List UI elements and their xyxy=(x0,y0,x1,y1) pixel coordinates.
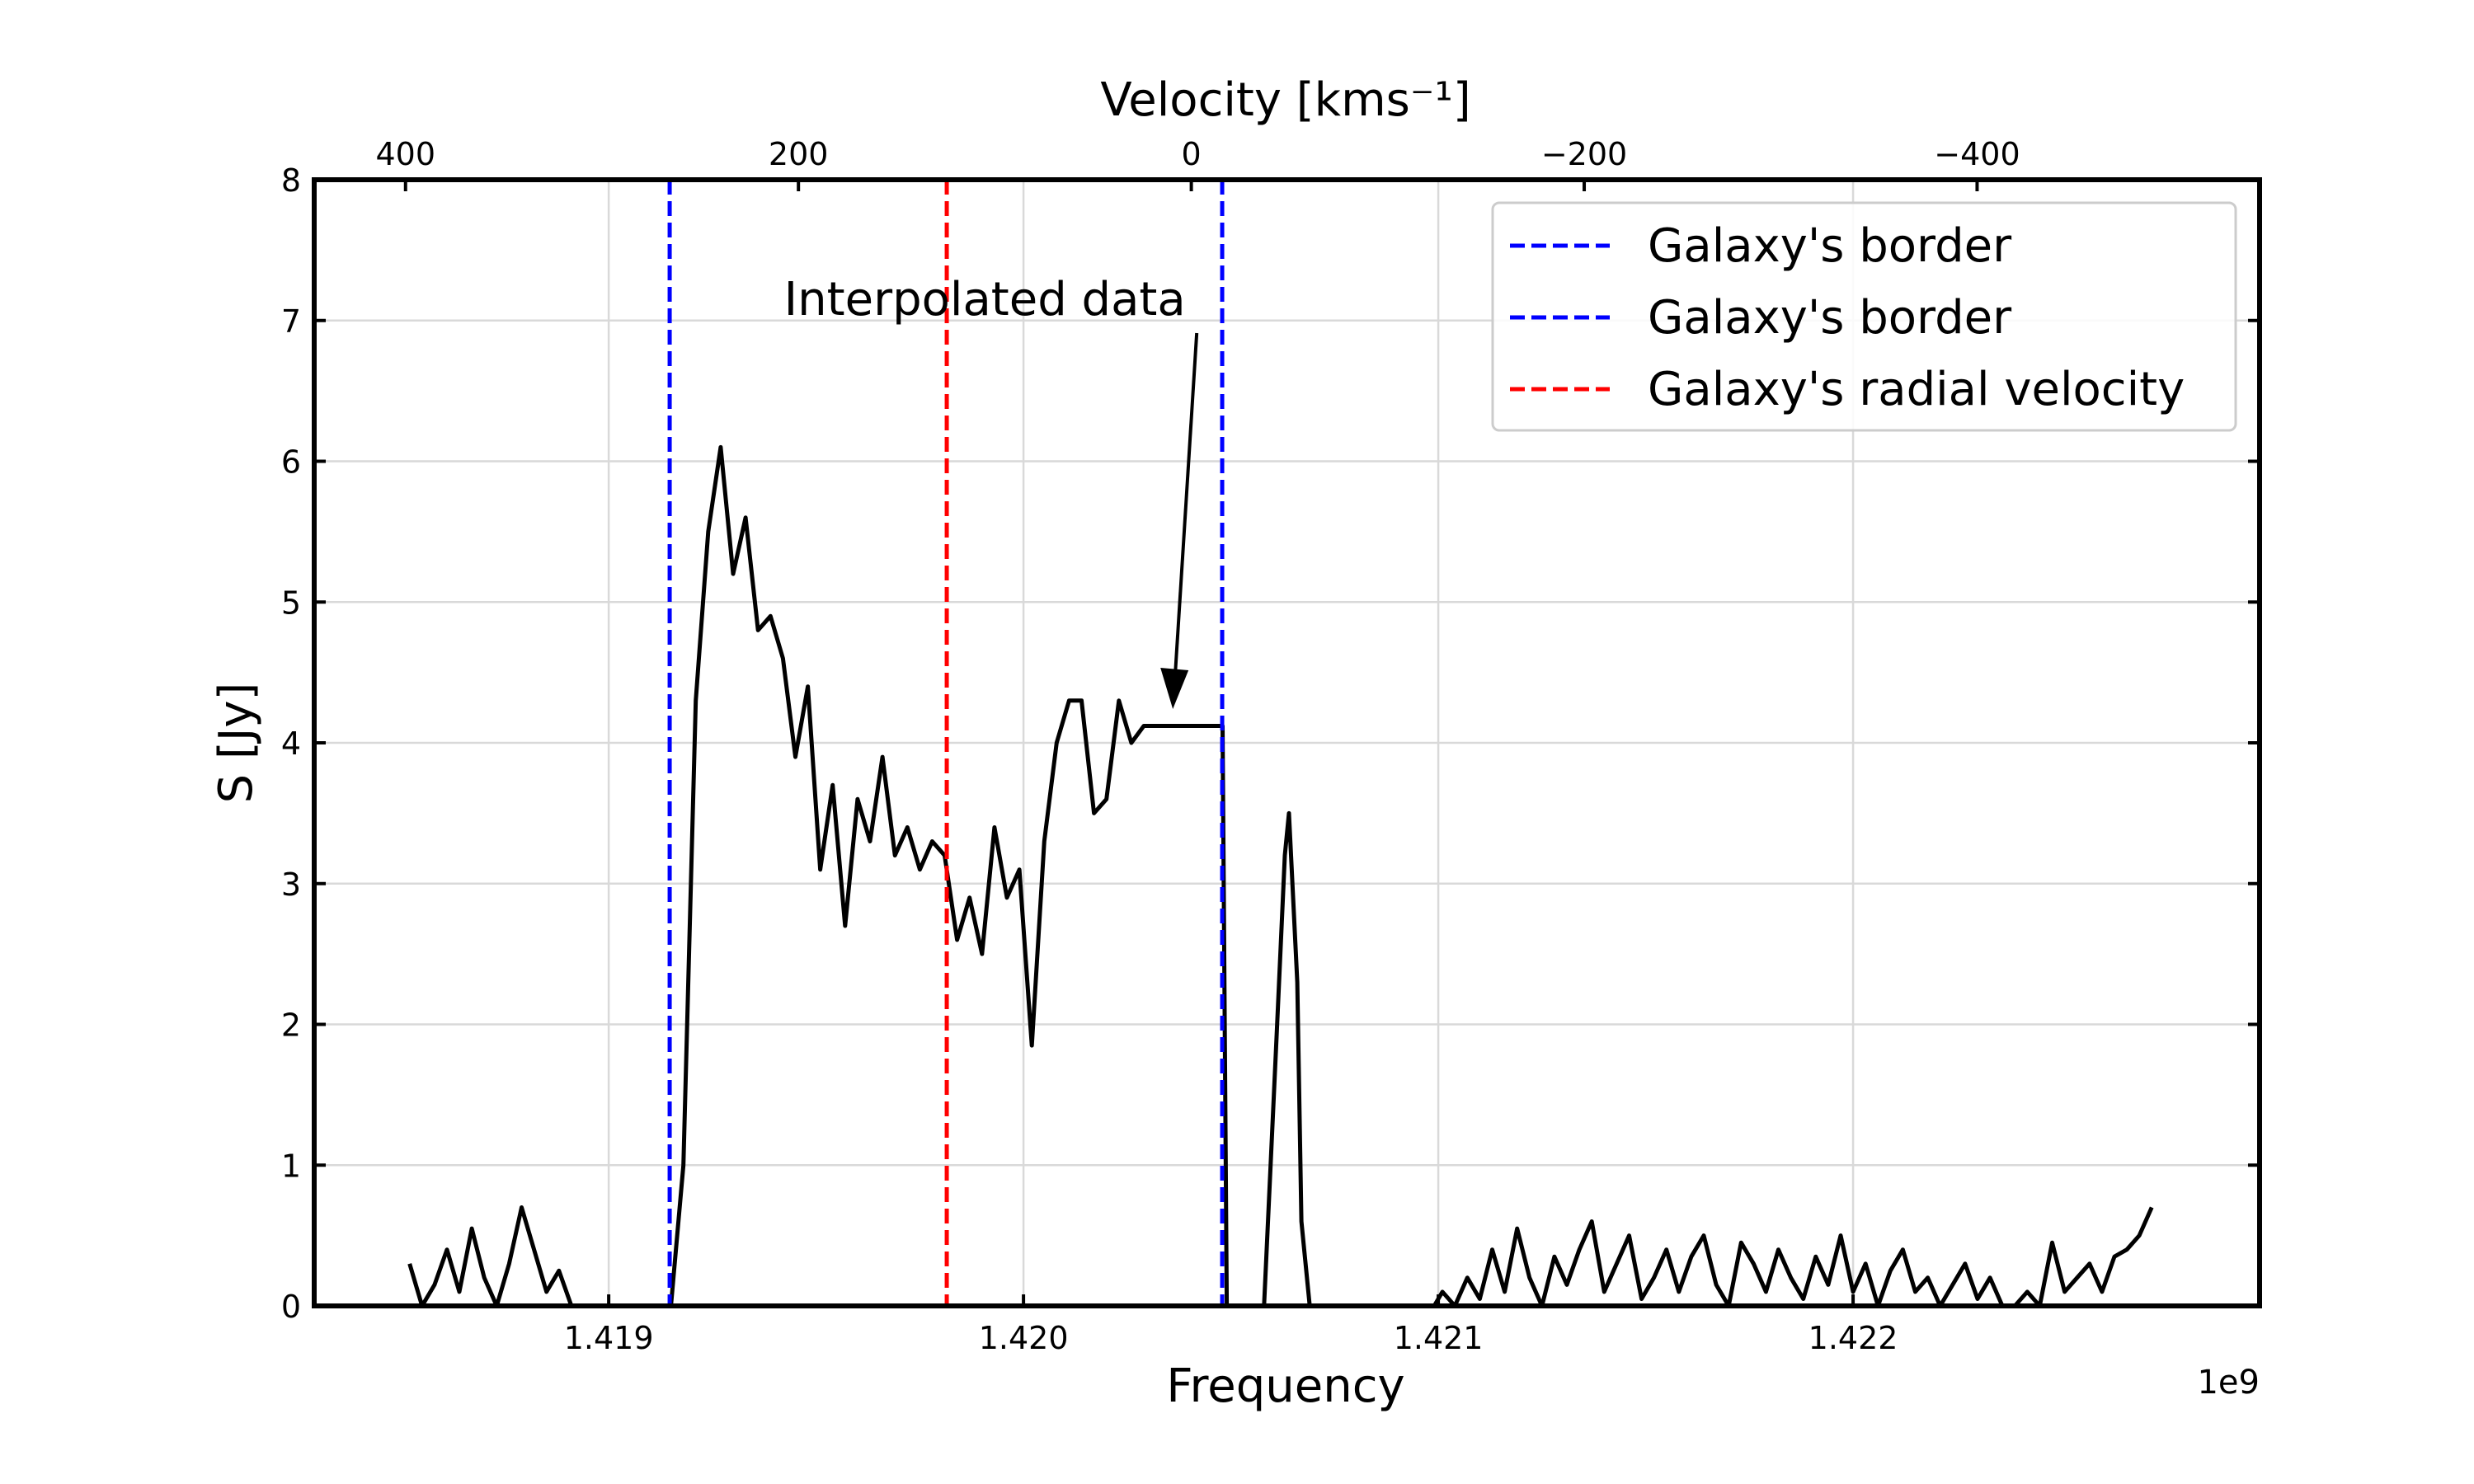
legend-label: Galaxy's radial velocity xyxy=(1648,363,2185,416)
y-tick-label: 8 xyxy=(281,162,301,199)
x2-axis-label: Velocity [kms⁻¹] xyxy=(1100,73,1470,127)
x-axis-label: Frequency xyxy=(1166,1360,1404,1413)
y-tick-label: 6 xyxy=(281,444,301,481)
plot-frame xyxy=(312,177,2262,1308)
legend-box xyxy=(1491,201,2237,432)
x2-tick-label: −200 xyxy=(1541,136,1627,172)
y-tick-label: 7 xyxy=(281,303,301,340)
x2-tick-label: −400 xyxy=(1934,136,2020,172)
annotation-text: Interpolated data xyxy=(784,273,1186,326)
x-offset-label: 1e9 xyxy=(2197,1364,2260,1402)
y-tick-label: 2 xyxy=(281,1007,301,1044)
x-tick-label: 1.419 xyxy=(564,1320,654,1356)
spectrum-line xyxy=(407,444,2154,1308)
legend-label: Galaxy's border xyxy=(1648,291,2012,345)
x2-tick-label: 0 xyxy=(1182,136,1202,172)
x-tick-label: 1.422 xyxy=(1808,1320,1898,1356)
y-tick-label: 5 xyxy=(281,585,301,621)
x-tick-label: 1.420 xyxy=(979,1320,1069,1356)
x-tick-label: 1.421 xyxy=(1394,1320,1484,1356)
x2-tick-label: 400 xyxy=(376,136,436,172)
annotation-arrow xyxy=(1174,332,1199,674)
y-tick-label: 4 xyxy=(281,726,301,762)
y-tick-label: 1 xyxy=(281,1148,301,1184)
y-tick-label: 0 xyxy=(281,1289,301,1325)
legend-label: Galaxy's border xyxy=(1648,219,2012,273)
y-axis-label: S [Jy] xyxy=(209,683,263,804)
legend: Galaxy's border Galaxy's border Galaxy's r… xyxy=(1491,201,2237,432)
annotation-arrowhead xyxy=(1160,668,1189,710)
y-tick-label: 3 xyxy=(281,866,301,903)
x2-tick-label: 200 xyxy=(769,136,829,172)
